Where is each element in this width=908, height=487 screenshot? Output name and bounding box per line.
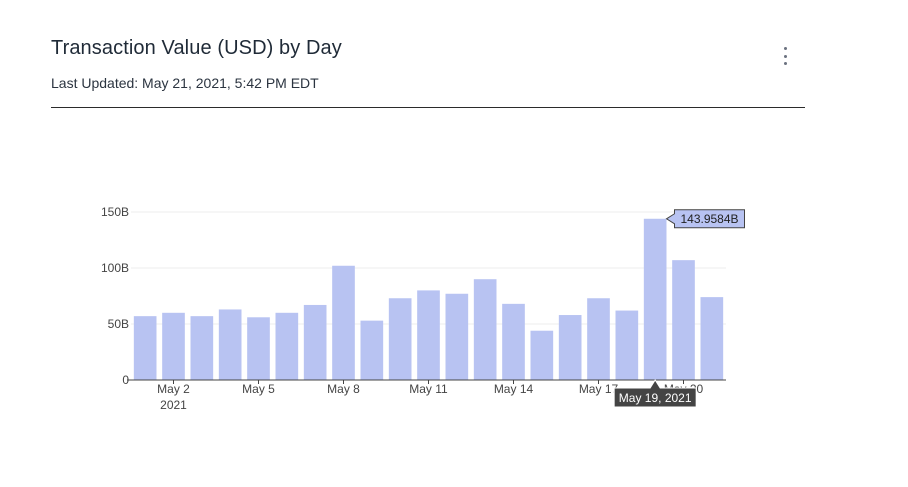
kebab-dot (783, 54, 787, 58)
chart-bar[interactable] (558, 315, 582, 380)
card-header: Transaction Value (USD) by Day Last Upda… (51, 34, 805, 91)
x-tick-label: May 14 (494, 382, 534, 396)
chart-bar[interactable] (133, 316, 157, 380)
chart-bar[interactable] (218, 309, 242, 380)
kebab-menu-icon[interactable] (777, 45, 793, 67)
chart-bar[interactable] (190, 316, 214, 380)
chart-bar[interactable] (700, 297, 724, 380)
chart-bar[interactable] (587, 298, 610, 380)
chart-bar[interactable] (162, 312, 185, 380)
chart-bar[interactable] (388, 298, 412, 380)
chart-bar[interactable] (445, 293, 469, 380)
value-tooltip-box (665, 209, 745, 229)
chart-bar[interactable] (360, 320, 384, 380)
value-tooltip-label: 143.9584B (680, 212, 738, 226)
kebab-dot (783, 62, 787, 65)
chart-bar[interactable] (473, 279, 497, 380)
y-tick-label: 50B (108, 317, 129, 331)
chart-bar[interactable] (672, 260, 695, 380)
x-tick-sublabel: 2021 (160, 398, 187, 412)
x-tick-label: May 2 (157, 382, 190, 396)
x-tick-label: May 11 (409, 382, 448, 396)
chart-bar[interactable] (502, 303, 525, 380)
bar-layer (133, 218, 724, 380)
chart-bar[interactable] (247, 317, 270, 380)
y-tick-label: 150B (101, 205, 129, 219)
y-tick-label: 0 (122, 373, 129, 387)
chart-bar[interactable] (643, 218, 667, 380)
chart-bar[interactable] (615, 310, 639, 380)
y-tick-label: 100B (101, 261, 129, 275)
axis-layer: 0 50B 100B 150B May 2 2021 May 5 May 8 May 11 May… (101, 205, 726, 412)
x-tick-label: May 5 (242, 382, 275, 396)
date-tooltip-label: May 19, 2021 (619, 391, 692, 405)
x-tick-label: May 17 (579, 382, 619, 396)
chart-bar[interactable] (332, 265, 355, 380)
chart-bar[interactable] (417, 290, 440, 380)
chart-bar[interactable] (530, 330, 554, 380)
x-tick-label: May 8 (327, 382, 360, 396)
header-divider (51, 107, 805, 108)
kebab-dot (783, 47, 787, 50)
date-tooltip-box (613, 379, 697, 408)
last-updated-text: Last Updated: May 21, 2021, 5:42 PM EDT (51, 75, 319, 91)
chart-title: Transaction Value (USD) by Day (51, 37, 342, 59)
chart-bar[interactable] (275, 312, 299, 380)
chart-bar[interactable] (303, 304, 327, 380)
tooltip-layer: 143.9584B May 19, 2021 (613, 209, 745, 408)
